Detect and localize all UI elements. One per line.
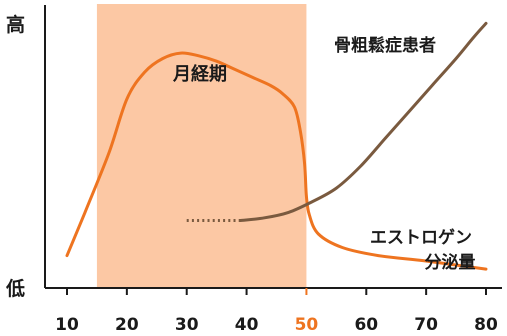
x-tick-label: 80 (474, 315, 498, 335)
y-axis-bottom-label: 低 (5, 277, 25, 300)
x-tick-label: 50 (295, 315, 319, 335)
x-tick-label: 30 (175, 315, 199, 335)
osteoporosis-series-label: 骨粗鬆症患者 (334, 35, 436, 56)
osteoporosis-line (239, 21, 488, 222)
x-tick-label: 20 (115, 315, 139, 335)
tick-layer: 10 20 30 40 50 60 70 80 (55, 288, 498, 335)
x-tick-label: 70 (414, 315, 438, 335)
estrogen-series-label-line1: エストロゲン (370, 227, 472, 248)
estrogen-series-label-line2: 分泌量 (425, 252, 476, 273)
shade-layer (96, 4, 307, 288)
x-tick-label: 60 (354, 315, 378, 335)
y-axis-top-label: 高 (6, 13, 25, 36)
shaded-region-label: 月経期 (172, 63, 227, 85)
x-tick-label: 10 (55, 315, 79, 335)
x-tick-label: 40 (235, 315, 259, 335)
shaded-region (96, 4, 307, 288)
estrogen-line (65, 51, 488, 271)
series-layer (65, 21, 488, 271)
